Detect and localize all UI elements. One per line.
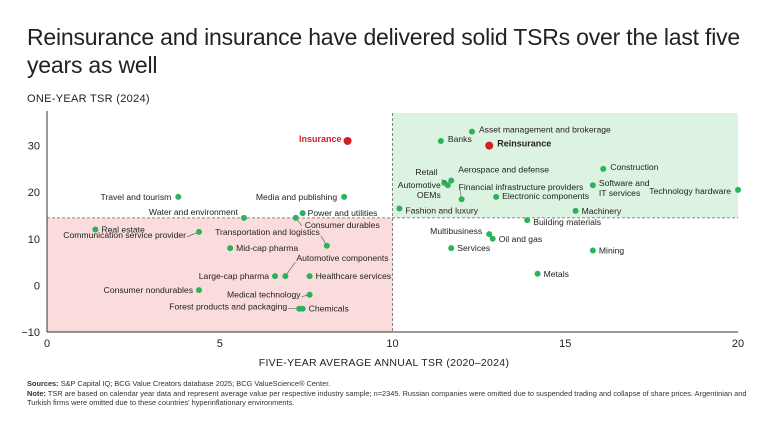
- data-point: [282, 273, 289, 280]
- point-label: Consumer durables: [305, 220, 380, 230]
- data-point: [306, 273, 313, 280]
- point-label: Financial infrastructure providers: [459, 182, 584, 192]
- point-label: Building materials: [533, 217, 601, 227]
- data-point: [448, 245, 455, 252]
- point-label: Aerospace and defense: [458, 165, 549, 175]
- y-tick-label: 20: [28, 187, 40, 199]
- methodology-note: Note: TSR are based on calendar year dat…: [27, 389, 747, 408]
- data-point: [396, 205, 403, 212]
- y-tick-label: −10: [21, 327, 40, 339]
- quadrant-upper-right: [392, 113, 738, 218]
- point-label: Power and utilities: [308, 208, 378, 218]
- point-label: Construction: [610, 162, 658, 172]
- point-label: Fashion and luxury: [405, 206, 478, 216]
- data-point: [534, 270, 541, 277]
- x-tick-label: 20: [732, 338, 744, 350]
- point-label: Asset management and brokerage: [479, 125, 611, 135]
- x-tick-label: 10: [386, 338, 398, 350]
- point-label: Consumer nondurables: [104, 285, 193, 295]
- data-point: [323, 242, 330, 249]
- point-label: Chemicals: [309, 304, 349, 314]
- point-label: Forest products and packaging: [169, 302, 287, 312]
- point-label: Automotive components: [296, 253, 388, 263]
- point-label: Software and IT services: [599, 178, 650, 198]
- point-label: Technology hardware: [649, 186, 731, 196]
- y-tick-label: 10: [28, 234, 40, 246]
- chart-title: Reinsurance and insurance have delivered…: [27, 24, 741, 78]
- data-point: [306, 291, 313, 298]
- note-text: TSR are based on calendar year data and …: [27, 388, 747, 408]
- note-label: Note:: [27, 388, 46, 398]
- data-point: [589, 247, 596, 254]
- data-point: [227, 245, 234, 252]
- x-tick-label: 15: [559, 338, 571, 350]
- data-point: [572, 207, 579, 214]
- data-point: [444, 182, 451, 189]
- data-point: [341, 193, 348, 200]
- quadrant-lower-left: [47, 217, 393, 332]
- data-point: [600, 165, 607, 172]
- point-label: Multibusiness: [430, 226, 482, 236]
- data-point: [468, 128, 475, 135]
- x-tick-label: 5: [217, 338, 223, 350]
- point-label: Insurance: [299, 134, 342, 144]
- point-label: Mid-cap pharma: [236, 243, 298, 253]
- point-label: Large-cap pharma: [199, 271, 269, 281]
- data-point: [486, 231, 493, 238]
- data-point: [343, 136, 352, 145]
- data-point: [292, 214, 299, 221]
- point-label: Services: [457, 243, 490, 253]
- point-label: Metals: [544, 269, 569, 279]
- point-label: Machinery: [582, 206, 622, 216]
- point-label: Transportation and logistics: [215, 227, 320, 237]
- point-label: Media and publishing: [256, 192, 337, 202]
- point-label: Retail: [415, 167, 437, 177]
- data-point: [175, 193, 182, 200]
- point-label: Automotive OEMs: [398, 180, 441, 200]
- data-point: [735, 186, 741, 193]
- point-label: Healthcare services: [316, 271, 391, 281]
- data-point: [437, 137, 444, 144]
- data-point: [524, 217, 531, 224]
- data-point: [448, 177, 455, 184]
- data-point: [493, 193, 500, 200]
- point-label: Travel and tourism: [100, 192, 171, 202]
- point-label: Medical technology: [227, 290, 301, 300]
- data-point: [272, 273, 279, 280]
- data-point: [485, 141, 494, 150]
- point-label: Electronic components: [502, 191, 589, 201]
- sources-note: Sources: S&P Capital IQ; BCG Value Creat…: [27, 379, 747, 389]
- point-label: Banks: [448, 134, 472, 144]
- y-tick-label: 0: [34, 280, 40, 292]
- sources-text: S&P Capital IQ; BCG Value Creators datab…: [60, 379, 331, 388]
- point-label: Water and environment: [149, 207, 239, 217]
- x-axis-label: FIVE-YEAR AVERAGE ANNUAL TSR (2020–2024): [258, 357, 510, 369]
- point-label: Mining: [599, 245, 625, 255]
- data-point: [489, 235, 496, 242]
- y-tick-label: 30: [28, 141, 40, 153]
- y-axis-label: ONE-YEAR TSR (2024): [27, 93, 150, 105]
- data-point: [299, 210, 306, 217]
- point-label: Real estate: [101, 224, 145, 234]
- data-point: [458, 196, 465, 203]
- data-point: [589, 182, 596, 189]
- data-point: [240, 214, 247, 221]
- sources-label: Sources:: [27, 379, 59, 388]
- data-point: [92, 226, 99, 233]
- point-label: Oil and gas: [499, 234, 542, 244]
- footnotes: Sources: S&P Capital IQ; BCG Value Creat…: [27, 379, 747, 408]
- point-label: Reinsurance: [497, 139, 551, 149]
- x-tick-label: 0: [44, 338, 50, 350]
- data-point: [196, 228, 203, 235]
- data-point: [196, 287, 203, 294]
- point-label: Communication service provider: [63, 230, 186, 240]
- data-point: [299, 305, 306, 312]
